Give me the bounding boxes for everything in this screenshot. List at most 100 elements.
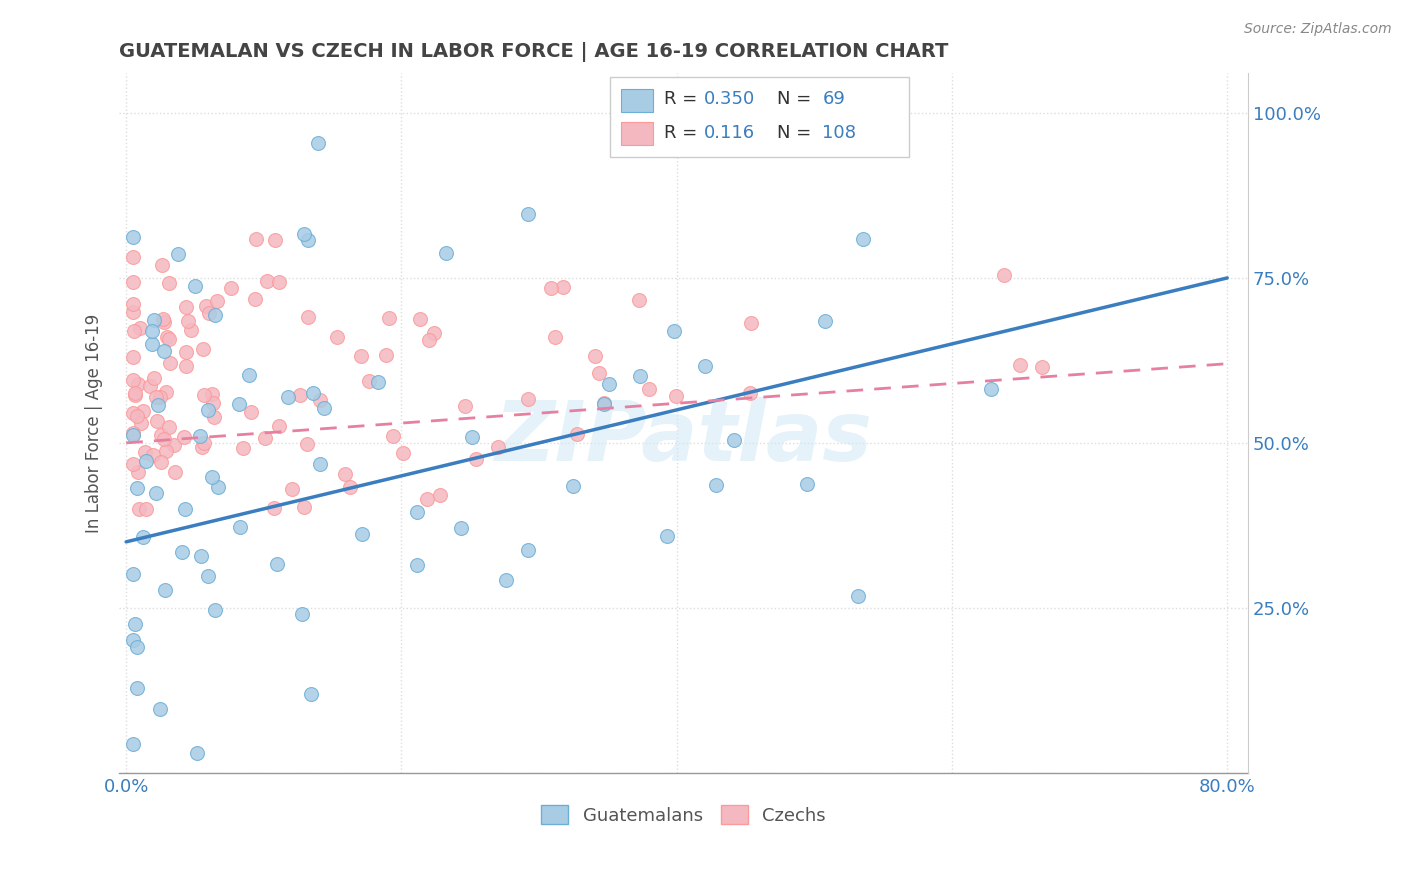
Point xyxy=(170,544,193,558)
Point xyxy=(461,430,484,444)
Point xyxy=(188,429,211,443)
Point xyxy=(281,482,304,496)
Text: R =: R = xyxy=(665,90,697,108)
Point xyxy=(127,681,149,696)
Point xyxy=(157,419,180,434)
Point xyxy=(1031,360,1053,375)
Text: 108: 108 xyxy=(823,124,856,142)
Point xyxy=(288,388,311,402)
Point xyxy=(740,316,762,330)
Point xyxy=(406,558,429,572)
Point xyxy=(264,233,287,247)
Point xyxy=(149,455,172,469)
Point xyxy=(628,293,651,307)
Point xyxy=(176,300,198,314)
Text: 0.116: 0.116 xyxy=(704,124,755,142)
Point xyxy=(124,386,146,401)
Point xyxy=(141,324,163,338)
Point xyxy=(193,435,215,450)
Point xyxy=(239,405,262,419)
Point xyxy=(245,292,267,306)
Point xyxy=(267,418,290,433)
Point xyxy=(176,359,198,374)
Point xyxy=(143,371,166,385)
Point xyxy=(814,314,837,328)
Point xyxy=(796,477,818,491)
Point xyxy=(122,406,145,420)
Point xyxy=(197,306,219,320)
Point xyxy=(434,245,457,260)
Point xyxy=(132,530,155,544)
Point xyxy=(980,382,1002,396)
Point xyxy=(583,349,606,363)
Point xyxy=(1008,358,1031,372)
Point xyxy=(993,268,1015,282)
Point xyxy=(153,583,176,598)
Point xyxy=(409,312,432,326)
Text: 69: 69 xyxy=(823,90,845,108)
Point xyxy=(197,402,219,417)
Point xyxy=(297,233,319,247)
Point xyxy=(149,702,172,716)
Point xyxy=(297,437,319,451)
Point xyxy=(190,549,212,563)
Point xyxy=(256,274,278,288)
Point xyxy=(122,275,145,289)
Point xyxy=(141,337,163,351)
Point xyxy=(567,427,589,442)
Point xyxy=(122,304,145,318)
Text: N =: N = xyxy=(778,124,811,142)
Point xyxy=(588,367,610,381)
Point xyxy=(662,324,685,338)
Point xyxy=(202,409,225,424)
FancyBboxPatch shape xyxy=(610,77,910,157)
Point xyxy=(598,377,620,392)
Point xyxy=(148,398,170,412)
Point xyxy=(464,452,486,467)
Point xyxy=(142,313,165,327)
Point xyxy=(122,373,145,387)
Point xyxy=(127,465,149,479)
Point xyxy=(429,488,451,502)
Point xyxy=(194,299,217,313)
Point xyxy=(124,388,146,402)
Point xyxy=(122,296,145,310)
Point xyxy=(122,229,145,244)
Point xyxy=(122,427,145,442)
Point xyxy=(593,396,616,410)
Point xyxy=(418,333,440,347)
Point xyxy=(544,330,567,344)
Point xyxy=(486,440,509,454)
Point xyxy=(314,401,336,415)
Point xyxy=(132,403,155,417)
Point xyxy=(378,310,401,325)
Point xyxy=(142,448,165,462)
Point xyxy=(269,275,291,289)
Point xyxy=(204,603,226,617)
Point xyxy=(127,377,149,392)
Point xyxy=(229,519,252,533)
Point xyxy=(309,457,332,471)
Point xyxy=(122,457,145,471)
Point xyxy=(173,502,195,516)
Point xyxy=(292,500,315,515)
FancyBboxPatch shape xyxy=(621,89,652,112)
Text: N =: N = xyxy=(778,90,811,108)
Point xyxy=(207,294,229,309)
Point xyxy=(665,389,688,403)
Point xyxy=(219,281,242,295)
Point xyxy=(159,356,181,370)
Point xyxy=(180,323,202,337)
Point xyxy=(176,313,198,327)
Point xyxy=(450,521,472,535)
Point xyxy=(277,390,299,404)
Point xyxy=(139,378,162,392)
Point xyxy=(292,227,315,241)
Point xyxy=(145,390,167,404)
Point xyxy=(201,396,224,410)
Point xyxy=(148,390,170,404)
Point xyxy=(551,280,574,294)
Point xyxy=(152,432,174,446)
Point xyxy=(157,332,180,346)
Point xyxy=(254,431,277,445)
